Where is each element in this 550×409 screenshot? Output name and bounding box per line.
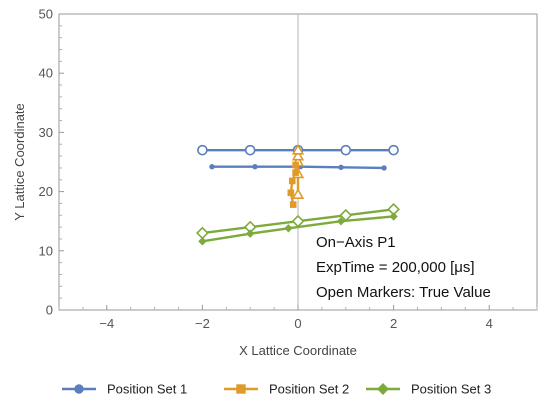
y-tick-label: 40 bbox=[39, 66, 53, 81]
true-value-marker bbox=[339, 208, 353, 222]
annotation-line-1: On−Axis P1 bbox=[316, 234, 396, 251]
true-value-marker bbox=[291, 214, 305, 228]
annotation-line-3: Open Markers: True Value bbox=[316, 284, 491, 301]
legend-swatch-marker bbox=[236, 384, 246, 394]
measured-value-marker bbox=[338, 164, 344, 171]
x-axis-label: X Lattice Coordinate bbox=[239, 343, 357, 358]
measured-value-marker bbox=[336, 216, 346, 226]
true-value-marker bbox=[291, 149, 305, 161]
legend-label: Position Set 1 bbox=[107, 382, 187, 397]
x-tick-label: 0 bbox=[294, 316, 301, 331]
true-value-marker bbox=[291, 143, 305, 155]
legend: Position Set 1 Position Set 2 Position Set… bbox=[62, 382, 491, 397]
legend-swatch-marker bbox=[377, 383, 389, 395]
measured-value-marker bbox=[284, 224, 293, 233]
measured-value-marker bbox=[198, 237, 207, 246]
legend-label: Position Set 3 bbox=[411, 382, 491, 397]
y-tick-label: 10 bbox=[39, 243, 53, 258]
true-value-marker bbox=[291, 188, 305, 199]
measured-value-marker bbox=[209, 164, 215, 170]
true-value-marker bbox=[388, 144, 399, 156]
measured-value-marker bbox=[287, 189, 295, 197]
legend-swatch-marker bbox=[74, 384, 84, 394]
series-3 bbox=[196, 202, 400, 246]
annotation-layer: On−Axis P1 ExpTime = 200,000 [μs] Open M… bbox=[316, 234, 491, 301]
y-tick-label: 50 bbox=[39, 7, 53, 22]
measured-value-marker bbox=[245, 229, 255, 238]
measured-value-marker bbox=[288, 177, 296, 185]
true-value-marker bbox=[196, 226, 209, 240]
legend-item-2: Position Set 2 bbox=[224, 382, 349, 397]
legend-item-3: Position Set 3 bbox=[366, 382, 491, 397]
x-tick-label: −2 bbox=[195, 316, 210, 331]
true-value-marker bbox=[197, 144, 208, 156]
measured-value-marker bbox=[292, 161, 299, 169]
y-tick-label: 0 bbox=[46, 303, 53, 318]
x-tick-label: 2 bbox=[390, 316, 397, 331]
series-2 bbox=[287, 143, 305, 208]
measured-value-marker bbox=[381, 165, 387, 171]
true-value-marker bbox=[340, 144, 352, 156]
x-tick-label: 4 bbox=[486, 316, 493, 331]
measured-value-marker bbox=[292, 169, 299, 176]
y-axis-label: Y Lattice Coordinate bbox=[12, 103, 27, 221]
x-tick-label: −4 bbox=[99, 316, 114, 331]
y-tick-label: 30 bbox=[39, 125, 53, 140]
measured-value-marker bbox=[289, 201, 297, 208]
measured-value-marker bbox=[252, 164, 258, 170]
series-layer bbox=[196, 143, 400, 246]
measured-value-marker bbox=[389, 212, 398, 221]
annotation-line-2: ExpTime = 200,000 [μs] bbox=[316, 259, 475, 276]
y-tick-label: 20 bbox=[39, 184, 53, 199]
legend-label: Position Set 2 bbox=[269, 382, 349, 397]
legend-item-1: Position Set 1 bbox=[62, 382, 187, 397]
true-value-marker bbox=[244, 144, 256, 156]
